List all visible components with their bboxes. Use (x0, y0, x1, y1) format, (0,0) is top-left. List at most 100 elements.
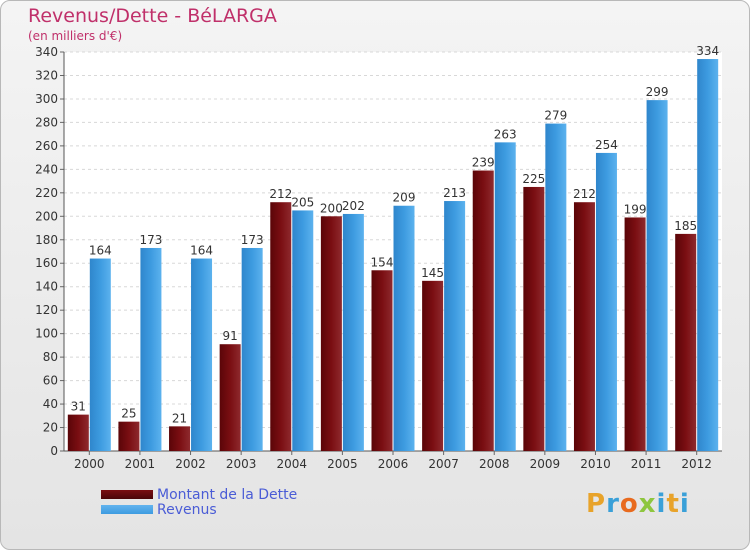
y-tick-label: 200 (35, 209, 58, 223)
logo-letter: o (619, 489, 639, 519)
x-tick-label: 2008 (479, 457, 510, 471)
data-label-revenus: 164 (190, 244, 213, 258)
data-label-revenus: 279 (544, 109, 567, 123)
data-label-dette: 212 (573, 187, 596, 201)
bar-dette (573, 202, 595, 451)
data-label-dette: 145 (421, 266, 444, 280)
y-tick-label: 180 (35, 233, 58, 247)
bar-revenus (444, 201, 466, 451)
y-tick-label: 0 (50, 444, 58, 458)
plot-area (64, 52, 722, 451)
legend: Montant de la Dette Revenus (101, 486, 298, 518)
y-tick-label: 220 (35, 186, 58, 200)
bar-revenus (697, 59, 719, 452)
legend-label-revenus: Revenus (157, 501, 217, 518)
y-tick-label: 140 (35, 280, 58, 294)
data-label-dette: 91 (223, 329, 238, 343)
x-tick-label: 2012 (681, 457, 712, 471)
data-label-revenus: 263 (494, 127, 517, 141)
y-tick-label: 240 (35, 162, 58, 176)
bar-dette (169, 426, 191, 451)
data-label-dette: 239 (472, 156, 495, 170)
y-tick-label: 340 (35, 45, 58, 59)
legend-item-revenus: Revenus (101, 501, 297, 518)
bar-revenus (191, 258, 213, 451)
y-tick-label: 60 (43, 374, 58, 388)
bar-dette (371, 270, 393, 451)
data-label-dette: 225 (522, 172, 545, 186)
y-tick-label: 320 (35, 68, 58, 82)
bar-dette (118, 421, 140, 451)
bar-revenus (545, 123, 567, 451)
chart-title: Revenus/Dette - BéLARGA (28, 5, 277, 27)
bar-revenus (292, 210, 314, 451)
bar-dette (67, 414, 89, 451)
bar-dette (624, 217, 646, 451)
y-tick-label: 120 (35, 303, 58, 317)
y-tick-label: 100 (35, 327, 58, 341)
data-label-dette: 212 (269, 187, 292, 201)
bar-revenus (89, 258, 111, 451)
data-label-dette: 25 (121, 407, 136, 421)
bar-revenus (393, 205, 415, 451)
x-tick-label: 2002 (175, 457, 206, 471)
data-label-revenus: 202 (342, 199, 365, 213)
legend-swatch-dette (101, 490, 153, 499)
data-label-dette: 199 (624, 202, 647, 216)
bar-revenus (140, 247, 162, 451)
bar-dette (472, 170, 494, 451)
bar-revenus (494, 142, 516, 452)
logo-letter: i (679, 489, 690, 519)
proxiti-logo: Proxiti (586, 489, 690, 519)
data-label-dette: 154 (371, 255, 394, 269)
bar-revenus (241, 247, 263, 451)
logo-letter: P (586, 489, 607, 519)
legend-swatch-revenus (101, 505, 153, 514)
data-label-dette: 31 (71, 400, 86, 414)
y-tick-label: 300 (35, 92, 58, 106)
y-tick-label: 160 (35, 256, 58, 270)
bar-dette (219, 344, 241, 451)
data-label-revenus: 299 (646, 85, 669, 99)
bar-revenus (595, 152, 617, 451)
data-label-revenus: 173 (241, 233, 264, 247)
bar-dette (675, 233, 697, 451)
bar-dette (422, 280, 444, 451)
logo-letter: r (606, 489, 620, 519)
chart-subtitle: (en milliers d'€) (28, 29, 123, 43)
x-tick-label: 2011 (631, 457, 662, 471)
bar-revenus (646, 100, 668, 451)
logo-letter: x (638, 489, 657, 519)
x-tick-label: 2006 (378, 457, 409, 471)
data-label-dette: 185 (674, 219, 697, 233)
data-label-revenus: 173 (139, 233, 162, 247)
x-tick-label: 2001 (125, 457, 156, 471)
bar-dette (270, 202, 292, 451)
data-label-revenus: 164 (89, 244, 112, 258)
bar-revenus (342, 213, 364, 451)
logo-letter: t (666, 489, 680, 519)
y-tick-label: 80 (43, 350, 58, 364)
data-label-revenus: 334 (696, 44, 719, 58)
legend-item-dette: Montant de la Dette (101, 486, 298, 503)
x-tick-label: 2009 (530, 457, 561, 471)
data-label-revenus: 205 (291, 195, 314, 209)
logo-letter: i (656, 489, 667, 519)
x-tick-label: 2004 (276, 457, 307, 471)
data-label-revenus: 209 (393, 191, 416, 205)
legend-label-dette: Montant de la Dette (157, 486, 298, 503)
y-tick-label: 20 (43, 421, 58, 435)
x-tick-label: 2000 (74, 457, 105, 471)
data-label-revenus: 254 (595, 138, 618, 152)
bar-dette (523, 186, 545, 452)
y-tick-label: 260 (35, 139, 58, 153)
bar-dette (320, 216, 342, 451)
data-label-dette: 200 (320, 201, 343, 215)
y-tick-label: 280 (35, 115, 58, 129)
x-tick-label: 2010 (580, 457, 611, 471)
x-tick-label: 2005 (327, 457, 358, 471)
data-label-revenus: 213 (443, 186, 466, 200)
x-tick-label: 2007 (428, 457, 459, 471)
